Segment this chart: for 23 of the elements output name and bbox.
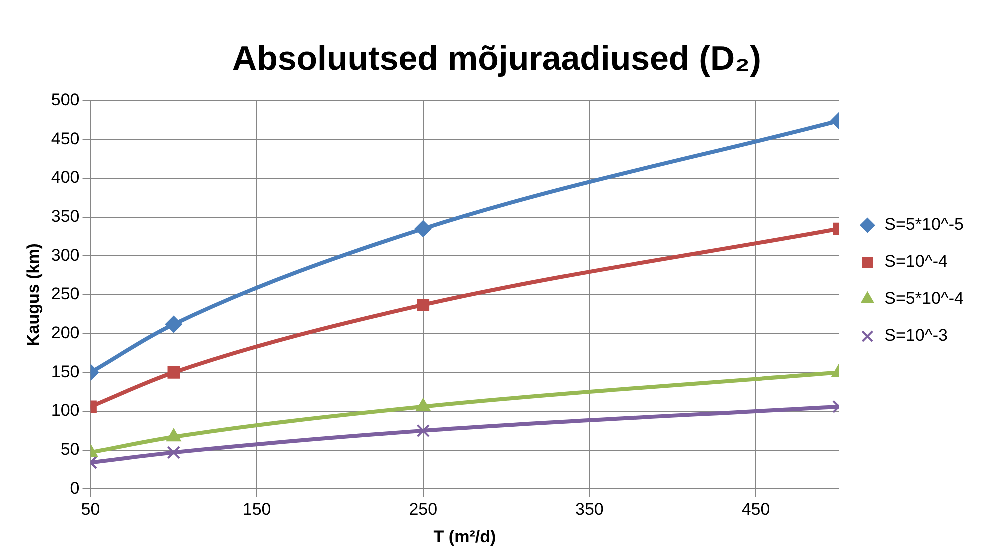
- y-tick-label: 350: [51, 207, 80, 226]
- y-tick-label: 150: [51, 362, 80, 382]
- y-tick-label: 250: [51, 284, 80, 304]
- legend-label: S=10^-4: [884, 252, 948, 272]
- y-tick-label: 400: [51, 168, 80, 188]
- x-tick-label: 250: [409, 500, 438, 520]
- y-tick-label: 500: [51, 90, 80, 110]
- y-tick-label: 300: [51, 246, 80, 265]
- x-tick-label: 350: [576, 500, 604, 520]
- y-tick-label: 200: [51, 324, 80, 343]
- legend-label: S=5*10^-5: [884, 215, 964, 234]
- x-axis-title: T (m²/d): [434, 527, 496, 546]
- y-axis-title: Kaugus (km): [24, 244, 43, 346]
- legend-label: S=5*10^-4: [884, 289, 964, 308]
- chart-title: Absoluutsed mõjuraadiused (D₂): [232, 40, 762, 78]
- legend-label: S=10^-3: [884, 326, 948, 346]
- y-tick-label: 0: [70, 478, 80, 498]
- x-tick-label: 450: [742, 500, 770, 520]
- y-tick-label: 450: [51, 129, 80, 148]
- x-tick-label: 150: [242, 500, 272, 520]
- y-tick-label: 100: [51, 401, 80, 420]
- x-tick-label: 50: [81, 500, 100, 520]
- y-tick-label: 50: [60, 440, 80, 460]
